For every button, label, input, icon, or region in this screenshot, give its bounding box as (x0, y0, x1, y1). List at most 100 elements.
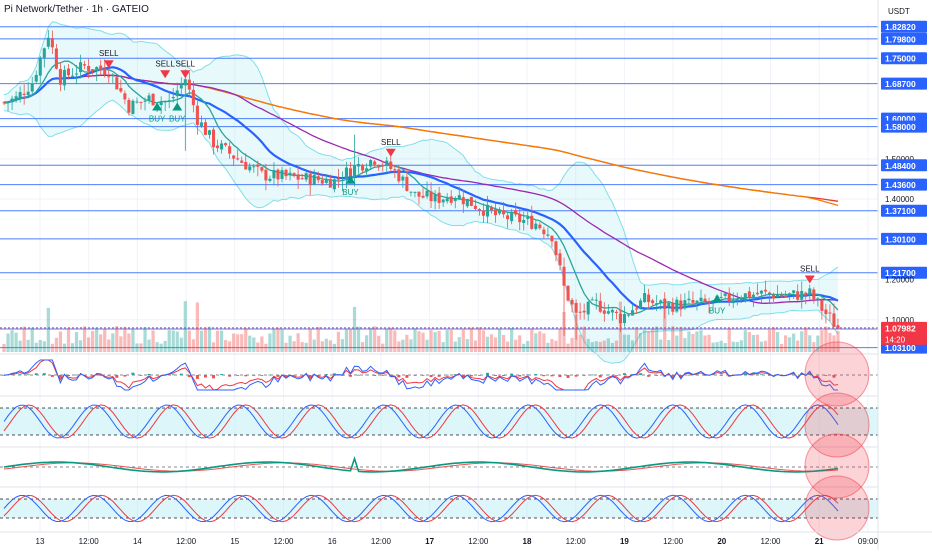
macd-histogram-bar (510, 373, 514, 375)
volume-bar (215, 330, 220, 352)
macd-histogram-bar (42, 373, 46, 375)
volume-bar (272, 329, 276, 352)
candle-body (179, 83, 183, 89)
candle-body (107, 76, 111, 78)
macd-histogram-bar (759, 374, 763, 376)
volume-bar (344, 329, 349, 352)
volume-bar (70, 343, 75, 352)
volume-bar (369, 327, 373, 352)
candle-body (111, 75, 115, 77)
candle-body (453, 198, 457, 202)
moving-averages-layer (3, 60, 839, 315)
volume-bar (256, 342, 260, 352)
candle-body (401, 176, 405, 181)
volume-bar (304, 342, 308, 352)
volume-bar (171, 330, 175, 352)
volume-bar (530, 329, 534, 352)
volume-bar (514, 339, 518, 352)
candle-body (457, 195, 461, 200)
macd-histogram-bar (566, 375, 570, 378)
volume-bar (538, 331, 542, 352)
candle-body (522, 219, 526, 224)
macd-histogram-bar (832, 375, 836, 378)
candle-body (91, 69, 95, 71)
volume-bar (824, 326, 828, 352)
candle-body (776, 294, 780, 297)
volume-bar (389, 327, 393, 352)
candle-body (590, 299, 594, 301)
time-tick-label: 12:00 (760, 537, 781, 546)
candle-body (566, 285, 570, 301)
candle-body (506, 215, 510, 220)
volume-bar (260, 336, 264, 352)
macd-pane-main-line (3, 359, 838, 391)
price-tag-bg (881, 120, 927, 133)
bollinger-lower (3, 99, 839, 364)
macd-histogram-bar (244, 375, 248, 377)
volume-bar (373, 326, 377, 352)
buy-arrow-icon (152, 102, 163, 111)
macd-histogram-bar (598, 375, 602, 378)
time-tick-label: 18 (523, 537, 532, 546)
candle-body (812, 289, 816, 300)
candle-body (570, 299, 574, 305)
candle-body (594, 299, 598, 301)
macd-histogram-bar (469, 375, 473, 377)
volume-bar (18, 340, 22, 352)
candle-body (489, 206, 494, 211)
candle-body (687, 298, 691, 301)
macd-histogram-bar (405, 375, 409, 378)
buy-label: BUY (149, 115, 166, 124)
candle-body (119, 88, 123, 92)
volume-bar (30, 327, 34, 352)
macd-histogram-bar (171, 374, 175, 376)
candle-body (300, 178, 304, 180)
volume-bar (123, 326, 127, 352)
candle-body (369, 160, 373, 167)
price-tag-bg (881, 20, 927, 33)
volume-bar (312, 339, 316, 352)
candle-body (167, 100, 171, 102)
volume-bar (203, 327, 208, 352)
candle-body (433, 193, 437, 202)
candle-body (240, 160, 244, 163)
candle-body (312, 174, 316, 185)
candle-body (663, 298, 667, 309)
volume-bar (296, 333, 300, 352)
macd-histogram-bar (99, 375, 103, 376)
volume-bar (248, 335, 252, 352)
candle-body (417, 191, 421, 197)
macd-histogram-bar (123, 375, 127, 377)
volume-bar (731, 341, 735, 352)
countdown-label: 14:20 (885, 335, 906, 344)
candle-body (131, 100, 135, 115)
volume-bar (634, 327, 639, 352)
macd-histogram-bar (582, 375, 586, 376)
candle-body (22, 93, 26, 95)
volume-bar (14, 332, 18, 352)
sell-label: SELL (155, 59, 175, 68)
price-tag-label: 1.79800 (885, 34, 916, 44)
volume-bar (449, 330, 453, 352)
candle-body (151, 93, 155, 106)
volume-bar (727, 328, 731, 352)
candle-body (546, 234, 550, 236)
candle-body (58, 69, 62, 85)
volume-bar (219, 330, 224, 352)
macd-histogram-bar (767, 375, 771, 376)
macd-pane-signal-line (3, 359, 839, 391)
volume-bar (429, 330, 433, 352)
candle-body (10, 98, 14, 103)
macd-histogram-bar (75, 374, 79, 376)
buy-arrow-icon (712, 294, 723, 303)
volume-bar (808, 335, 812, 352)
candle-body (747, 291, 751, 298)
volume-bar (816, 335, 820, 352)
candle-body (780, 294, 784, 297)
volume-bar (240, 334, 244, 352)
volume-bar (526, 340, 530, 352)
candle-body (147, 95, 151, 101)
volume-bar (647, 331, 651, 352)
